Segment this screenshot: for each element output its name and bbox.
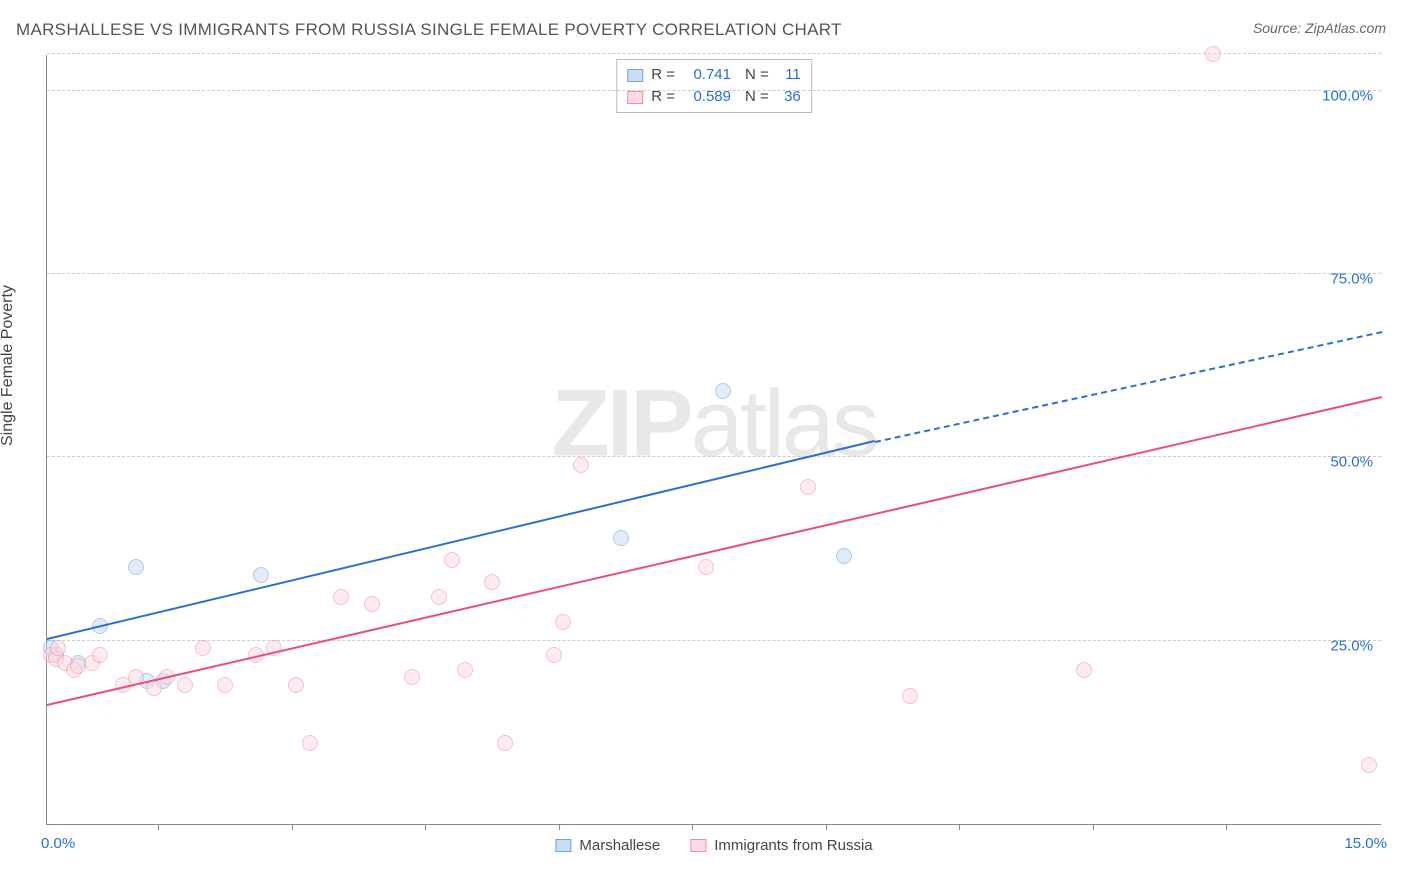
gridline [47, 640, 1381, 641]
data-point [177, 677, 193, 693]
data-point [302, 735, 318, 751]
legend: Marshallese Immigrants from Russia [555, 837, 872, 854]
source-attribution: Source: ZipAtlas.com [1253, 20, 1386, 36]
chart-container: MARSHALLESE VS IMMIGRANTS FROM RUSSIA SI… [0, 0, 1406, 892]
data-point [217, 677, 233, 693]
y-tick-label: 50.0% [1330, 454, 1373, 471]
plot-area: ZIPatlas R = 0.741N = 11R = 0.589N = 36 … [46, 55, 1381, 825]
stat-r-value: 0.741 [683, 64, 731, 86]
data-point [484, 574, 500, 590]
stat-n-label: N = [745, 64, 769, 86]
x-tick-mark [559, 824, 560, 830]
gridline [47, 90, 1381, 91]
data-point [333, 589, 349, 605]
data-point [698, 559, 714, 575]
data-point [1205, 46, 1221, 62]
data-point [128, 559, 144, 575]
data-point [555, 614, 571, 630]
gridline [47, 53, 1381, 54]
x-tick-mark [1093, 824, 1094, 830]
x-tick-mark [292, 824, 293, 830]
x-tick-mark [692, 824, 693, 830]
stat-n-value: 11 [777, 64, 801, 86]
data-point [50, 640, 66, 656]
x-axis-left-label: 0.0% [41, 835, 75, 852]
legend-label: Immigrants from Russia [714, 837, 872, 854]
x-tick-mark [158, 824, 159, 830]
data-point [546, 647, 562, 663]
data-point [431, 589, 447, 605]
correlation-stats-box: R = 0.741N = 11R = 0.589N = 36 [616, 59, 812, 113]
trend-line [47, 397, 1382, 707]
y-tick-label: 75.0% [1330, 271, 1373, 288]
legend-swatch [690, 839, 706, 852]
data-point [364, 596, 380, 612]
data-point [195, 640, 211, 656]
x-tick-mark [425, 824, 426, 830]
data-point [444, 552, 460, 568]
y-axis-label: Single Female Poverty [0, 285, 17, 446]
source-link[interactable]: ZipAtlas.com [1305, 20, 1386, 36]
data-point [836, 548, 852, 564]
source-prefix: Source: [1253, 20, 1305, 36]
data-point [800, 479, 816, 495]
x-tick-mark [826, 824, 827, 830]
chart-title: MARSHALLESE VS IMMIGRANTS FROM RUSSIA SI… [16, 20, 842, 40]
watermark: ZIPatlas [552, 370, 876, 479]
data-point [288, 677, 304, 693]
x-axis-right-label: 15.0% [1344, 835, 1387, 852]
trend-line [874, 331, 1382, 443]
legend-item: Immigrants from Russia [690, 837, 872, 854]
data-point [573, 457, 589, 473]
legend-swatch [627, 91, 643, 104]
stats-row: R = 0.741 N = 11 [627, 64, 801, 86]
data-point [613, 530, 629, 546]
data-point [1361, 757, 1377, 773]
data-point [253, 567, 269, 583]
data-point [497, 735, 513, 751]
legend-swatch [627, 69, 643, 82]
stat-r-label: R = [651, 64, 675, 86]
data-point [92, 647, 108, 663]
data-point [1076, 662, 1092, 678]
data-point [404, 669, 420, 685]
gridline [47, 456, 1381, 457]
legend-swatch [555, 839, 571, 852]
data-point [457, 662, 473, 678]
data-point [715, 383, 731, 399]
y-tick-label: 100.0% [1322, 87, 1373, 104]
gridline [47, 273, 1381, 274]
x-tick-mark [959, 824, 960, 830]
legend-label: Marshallese [579, 837, 660, 854]
x-tick-mark [1226, 824, 1227, 830]
data-point [902, 688, 918, 704]
legend-item: Marshallese [555, 837, 660, 854]
y-tick-label: 25.0% [1330, 637, 1373, 654]
